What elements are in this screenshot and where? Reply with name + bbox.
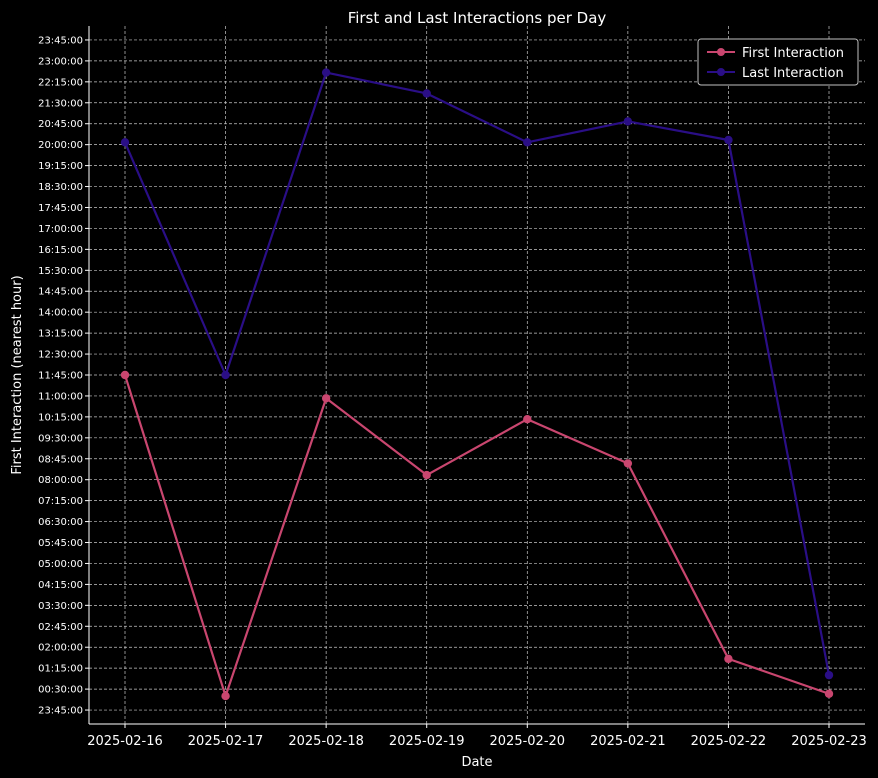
y-axis-label: First Interaction (nearest hour) xyxy=(10,275,25,474)
legend-first-interaction-marker xyxy=(717,48,725,56)
series-1 xyxy=(120,68,834,680)
y-tick-label: 11:45:00 xyxy=(38,371,83,382)
y-tick-label: 05:00:00 xyxy=(38,559,83,570)
data-point xyxy=(120,370,130,380)
x-tick-label: 2025-02-19 xyxy=(389,734,465,749)
series-line xyxy=(123,374,830,698)
legend: First Interaction Last Interaction xyxy=(697,38,859,86)
x-tick-label: 2025-02-23 xyxy=(791,734,867,749)
y-tick-label: 13:15:00 xyxy=(38,329,83,340)
series xyxy=(120,68,834,701)
y-tick-label: 08:45:00 xyxy=(38,454,83,465)
y-tick-label: 23:45:00 xyxy=(38,706,83,717)
data-point xyxy=(321,394,331,403)
x-axis-ticks: 2025-02-16 2025-02-17 2025-02-18 2025-02-19… xyxy=(87,724,867,749)
data-point xyxy=(221,370,230,380)
y-tick-label: 07:15:00 xyxy=(38,496,83,507)
y-tick-label: 12:30:00 xyxy=(38,350,83,361)
x-tick-label: 2025-02-18 xyxy=(288,734,364,749)
series-0 xyxy=(120,370,834,701)
y-tick-label: 17:00:00 xyxy=(38,224,83,235)
data-point xyxy=(120,138,130,147)
data-point xyxy=(824,689,834,698)
chart-title: First and Last Interactions per Day xyxy=(348,9,607,27)
y-tick-label: 17:45:00 xyxy=(38,203,83,214)
y-tick-label: 08:00:00 xyxy=(38,475,83,486)
y-tick-label: 21:30:00 xyxy=(38,98,83,109)
data-point xyxy=(422,89,431,98)
y-tick-label: 00:30:00 xyxy=(38,685,83,696)
y-tick-label: 20:45:00 xyxy=(38,119,83,130)
y-tick-label: 22:15:00 xyxy=(38,77,83,88)
y-tick-label: 02:45:00 xyxy=(38,622,83,633)
data-point xyxy=(321,68,331,77)
y-tick-label: 02:00:00 xyxy=(38,643,83,654)
data-point xyxy=(623,459,633,468)
data-point xyxy=(824,670,834,680)
data-point xyxy=(422,470,431,480)
y-axis-ticks: 23:45:00 00:30:00 01:15:00 02:00:00 02:45:00… xyxy=(38,35,89,717)
data-point xyxy=(523,138,532,147)
y-tick-label: 01:15:00 xyxy=(38,664,83,675)
legend-first-interaction-label: First Interaction xyxy=(742,46,844,61)
y-tick-label: 14:00:00 xyxy=(38,308,83,319)
data-point xyxy=(724,654,733,664)
x-tick-label: 2025-02-16 xyxy=(87,734,163,749)
y-tick-label: 20:00:00 xyxy=(38,140,83,151)
x-axis-label: Date xyxy=(461,755,492,770)
y-tick-label: 23:00:00 xyxy=(38,56,83,67)
series-line xyxy=(123,71,831,676)
legend-last-interaction-marker xyxy=(717,68,725,76)
y-tick-label: 06:30:00 xyxy=(38,517,83,528)
x-tick-label: 2025-02-17 xyxy=(188,734,264,749)
y-tick-label: 16:15:00 xyxy=(38,245,83,256)
y-tick-label: 18:30:00 xyxy=(38,182,83,193)
legend-frame xyxy=(697,38,859,86)
x-tick-label: 2025-02-21 xyxy=(590,734,666,749)
data-point xyxy=(623,117,633,126)
y-tick-label: 09:30:00 xyxy=(38,433,83,444)
y-tick-label: 04:15:00 xyxy=(38,580,83,591)
y-tick-label: 23:45:00 xyxy=(38,35,83,46)
y-tick-label: 05:45:00 xyxy=(38,538,83,549)
grid xyxy=(89,26,865,724)
y-tick-label: 03:30:00 xyxy=(38,601,83,612)
x-tick-label: 2025-02-22 xyxy=(691,734,767,749)
y-tick-label: 15:30:00 xyxy=(38,266,83,277)
x-tick-label: 2025-02-20 xyxy=(490,734,566,749)
y-tick-label: 11:00:00 xyxy=(38,391,83,402)
y-tick-label: 14:45:00 xyxy=(38,287,83,298)
y-tick-label: 19:15:00 xyxy=(38,161,83,172)
y-tick-label: 10:15:00 xyxy=(38,412,83,423)
data-point xyxy=(724,135,733,145)
data-point xyxy=(221,691,230,701)
legend-last-interaction-label: Last Interaction xyxy=(742,66,844,81)
data-point xyxy=(523,415,532,424)
